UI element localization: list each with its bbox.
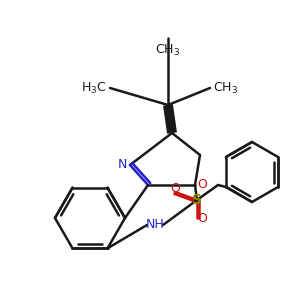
Text: CH$_3$: CH$_3$	[155, 43, 181, 58]
Text: CH$_3$: CH$_3$	[213, 80, 238, 95]
Text: O: O	[197, 212, 207, 224]
Text: S: S	[192, 193, 202, 207]
Text: O: O	[170, 182, 180, 194]
Text: O: O	[197, 178, 207, 191]
Text: H$_3$C: H$_3$C	[81, 80, 107, 95]
Text: NH: NH	[146, 218, 164, 232]
Text: N: N	[117, 158, 127, 172]
